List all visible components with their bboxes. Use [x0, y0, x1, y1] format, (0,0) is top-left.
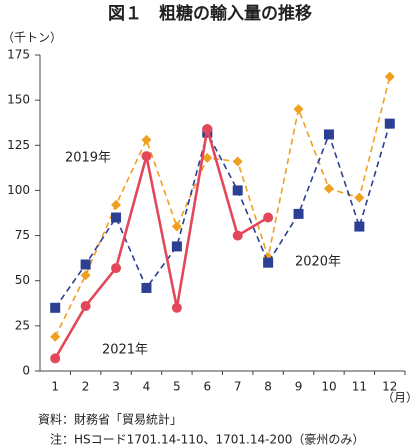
x-tick-label: 12 [382, 380, 397, 394]
point [232, 185, 243, 196]
series-label: 2020年 [295, 255, 341, 270]
point [232, 230, 243, 241]
x-tick-label: 1 [51, 380, 59, 394]
point [202, 124, 213, 135]
series-label: 2019年 [65, 151, 111, 166]
chart-title: 図１ 粗糖の輸入量の推移 [108, 3, 312, 24]
point [171, 302, 182, 313]
point [50, 331, 61, 342]
x-tick-label: 11 [352, 380, 367, 394]
x-tick-label: 9 [295, 380, 303, 394]
point [293, 208, 304, 219]
point [80, 300, 91, 311]
x-tick-label: 2 [82, 380, 90, 394]
y-tick-label: 100 [7, 183, 30, 197]
point [111, 263, 122, 274]
point [171, 241, 182, 252]
y-tick-label: 25 [15, 318, 30, 332]
point [50, 353, 61, 364]
point [263, 257, 274, 268]
source-note: 資料：財務省「貿易統計」 [38, 412, 182, 427]
y-tick-label: 75 [15, 228, 30, 242]
x-axis-label: （月） [382, 391, 418, 405]
point [232, 156, 243, 167]
y-tick-label: 175 [7, 48, 30, 62]
point [293, 104, 304, 115]
x-tick-label: 5 [173, 380, 181, 394]
x-tick-label: 6 [203, 380, 211, 394]
point [141, 282, 152, 293]
y-tick-label: 125 [7, 138, 30, 152]
point [354, 221, 365, 232]
series-line [54, 128, 269, 360]
y-axis-label: （千トン） [2, 31, 62, 45]
point [141, 151, 152, 162]
point [384, 118, 395, 129]
footnote: 注：HSコード1701.14-110、1701.14-200（豪州のみ） [50, 432, 364, 447]
point [111, 199, 122, 210]
x-tick-label: 7 [234, 380, 242, 394]
x-tick-label: 3 [112, 380, 120, 394]
point [202, 152, 213, 163]
point [263, 212, 274, 223]
x-tick-label: 4 [143, 380, 151, 394]
point [354, 192, 365, 203]
x-tick-label: 8 [264, 380, 272, 394]
point [323, 183, 334, 194]
point [141, 134, 152, 145]
point [50, 302, 61, 313]
point [80, 270, 91, 281]
point [171, 221, 182, 232]
point [384, 71, 395, 82]
series-label: 2021年 [102, 343, 148, 358]
y-tick-label: 50 [15, 273, 30, 287]
point [323, 129, 334, 140]
point [111, 212, 122, 223]
x-tick-label: 10 [321, 380, 336, 394]
y-tick-label: 150 [7, 93, 30, 107]
point [80, 259, 91, 270]
y-tick-label: 0 [22, 364, 30, 378]
series-line [54, 76, 391, 338]
